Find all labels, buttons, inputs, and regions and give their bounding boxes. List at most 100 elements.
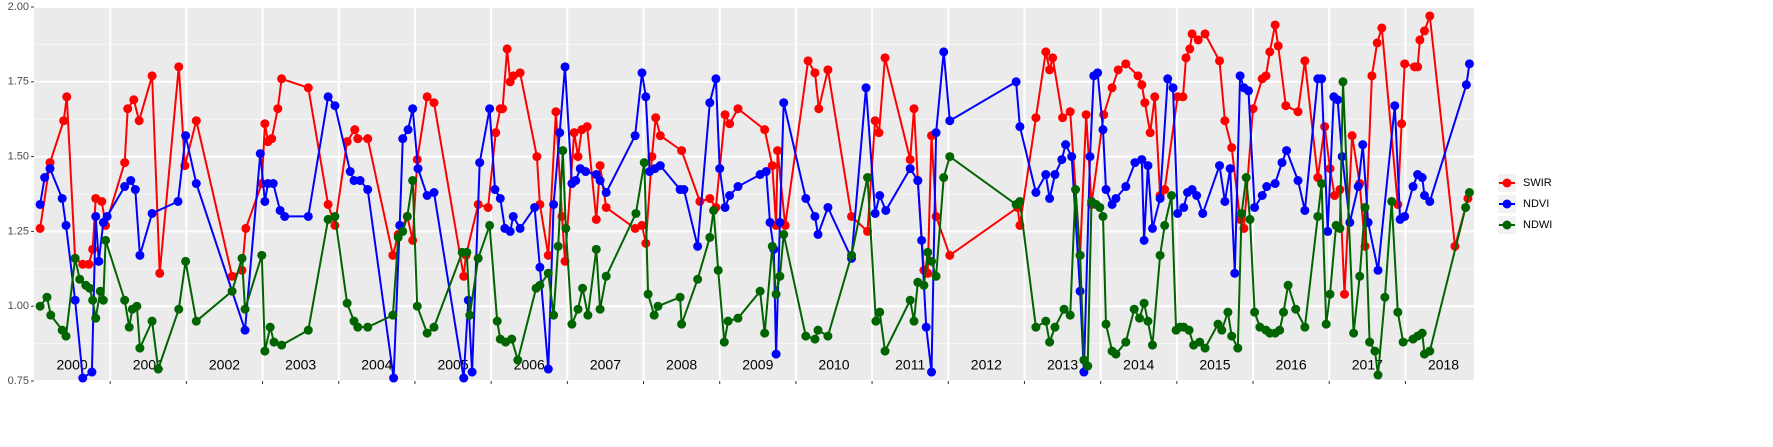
data-point	[1071, 185, 1081, 195]
data-point	[1050, 170, 1060, 180]
data-point	[42, 292, 52, 302]
data-point	[303, 325, 313, 335]
data-point	[581, 167, 591, 177]
year-label: 2004	[361, 357, 392, 373]
data-point	[237, 253, 247, 263]
y-tick-label: 0.75	[8, 375, 29, 387]
data-point	[1143, 161, 1153, 171]
data-point	[1121, 182, 1131, 192]
data-point	[1150, 92, 1160, 102]
data-point	[1145, 128, 1155, 138]
data-point	[1015, 196, 1025, 206]
data-point	[823, 331, 833, 341]
data-point	[775, 271, 785, 281]
data-point	[412, 301, 422, 311]
data-point	[870, 116, 880, 126]
data-point	[1321, 319, 1331, 329]
data-point	[1358, 140, 1368, 150]
data-point	[1147, 223, 1157, 233]
data-point	[765, 217, 775, 227]
legend-key-point	[1502, 178, 1512, 188]
data-point	[561, 223, 571, 233]
data-point	[303, 83, 313, 93]
y-tick-label: 1.75	[8, 76, 29, 88]
data-point	[1167, 190, 1177, 200]
data-point	[513, 355, 523, 365]
data-point	[269, 337, 279, 347]
data-point	[1121, 59, 1131, 69]
data-point	[120, 295, 130, 305]
data-point	[134, 116, 144, 126]
data-point	[530, 202, 540, 212]
data-point	[429, 188, 439, 198]
data-point	[124, 322, 134, 332]
data-point	[1417, 328, 1427, 338]
data-point	[595, 161, 605, 171]
data-point	[823, 65, 833, 75]
data-point	[260, 196, 270, 206]
data-point	[582, 122, 592, 132]
data-point	[1181, 53, 1191, 63]
data-point	[1111, 193, 1121, 203]
data-point	[1101, 185, 1111, 195]
data-point	[255, 149, 265, 159]
data-point	[459, 373, 469, 383]
data-point	[1058, 113, 1068, 123]
data-point	[402, 211, 412, 221]
data-point	[353, 134, 363, 144]
data-point	[677, 146, 687, 156]
data-point	[810, 211, 820, 221]
data-point	[1041, 316, 1051, 326]
data-point	[1265, 47, 1275, 57]
data-point	[342, 298, 352, 308]
data-point	[502, 44, 512, 54]
data-point	[630, 131, 640, 141]
data-point	[775, 217, 785, 227]
data-point	[129, 95, 139, 105]
year-label: 2015	[1199, 357, 1230, 373]
data-point	[1464, 59, 1474, 69]
data-point	[1015, 122, 1025, 132]
data-point	[919, 280, 929, 290]
data-point	[84, 259, 94, 269]
data-point	[1155, 193, 1165, 203]
data-point	[260, 346, 270, 356]
data-point	[1380, 292, 1390, 302]
data-point	[147, 316, 157, 326]
data-point	[767, 241, 777, 251]
data-point	[1095, 202, 1105, 212]
data-point	[268, 179, 278, 189]
data-point	[1320, 122, 1330, 132]
data-point	[147, 71, 157, 81]
data-point	[1137, 80, 1147, 90]
y-tick-label: 1.00	[8, 300, 29, 312]
data-point	[1215, 161, 1225, 171]
data-point	[227, 271, 237, 281]
data-point	[881, 205, 891, 215]
data-point	[651, 113, 661, 123]
data-point	[70, 295, 80, 305]
data-point	[1408, 182, 1418, 192]
data-point	[779, 98, 789, 108]
data-point	[909, 316, 919, 326]
data-point	[1198, 208, 1208, 218]
data-point	[923, 247, 933, 257]
y-tick-label: 1.50	[8, 151, 29, 163]
data-point	[1415, 35, 1425, 45]
legend-key-point	[1502, 199, 1512, 209]
data-point	[1417, 173, 1427, 183]
data-point	[102, 211, 112, 221]
data-point	[1130, 158, 1140, 168]
data-point	[801, 193, 811, 203]
data-point	[1101, 319, 1111, 329]
data-point	[1200, 343, 1210, 353]
data-point	[761, 167, 771, 177]
year-label: 2002	[209, 357, 240, 373]
data-point	[191, 179, 201, 189]
data-point	[1300, 205, 1310, 215]
data-point	[153, 364, 163, 374]
data-point	[725, 190, 735, 200]
data-point	[733, 104, 743, 114]
data-point	[1398, 337, 1408, 347]
data-point	[227, 286, 237, 296]
